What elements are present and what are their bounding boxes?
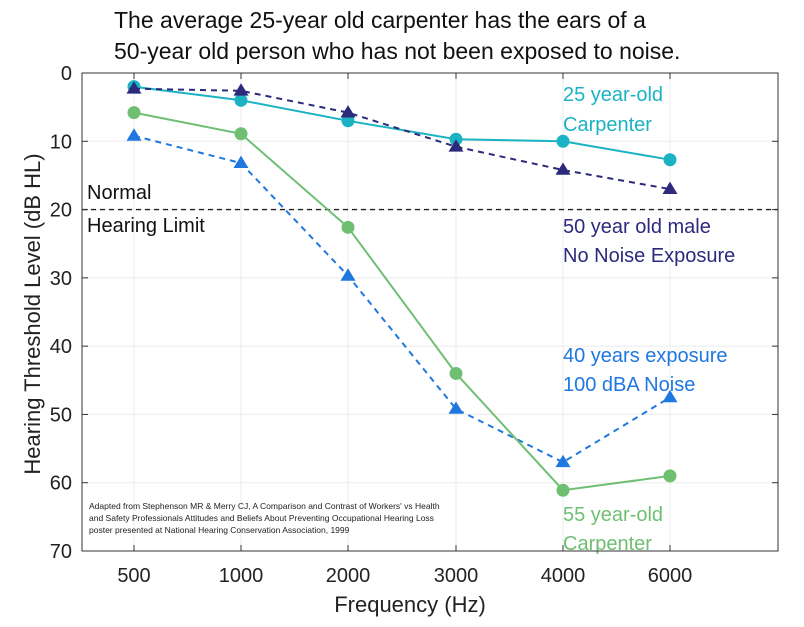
y-tick-label-0: 0 [61,63,72,85]
x-axis-label: Frequency (Hz) [334,592,486,617]
series-label-25yo-line-2: Carpenter [563,114,652,136]
series-label-40yr-line-2: 100 dBA Noise [563,374,695,396]
series-3-point-0 [127,106,141,120]
series-0-point-2 [341,114,355,128]
series-0-point-4 [556,134,570,148]
y-tick-label-4: 40 [50,336,72,358]
series-layer [126,80,678,497]
series-0-point-5 [663,153,677,167]
source-note-line-3: poster presented at National Hearing Con… [89,525,350,535]
y-tick-label-7: 70 [50,541,72,563]
y-tick-label-5: 50 [50,404,72,426]
x-tick-label-5: 6000 [648,565,693,587]
y-tick-label-6: 60 [50,473,72,495]
series-label-50yo-line-2: No Noise Exposure [563,245,735,267]
chart-title-line-1: The average 25-year old carpenter has th… [114,7,646,33]
x-tick-label-1: 1000 [219,565,264,587]
series-2-point-5 [662,389,678,403]
series-3 [127,106,677,497]
y-tick-label-2: 20 [50,200,72,222]
y-axis-label: Hearing Threshold Level (dB HL) [20,153,45,474]
series-labels: 25 year-old Carpenter 50 year old male N… [563,84,735,555]
plot-frame [81,72,779,552]
series-label-40yr-line-1: 40 years exposure [563,345,728,367]
x-tick-label-4: 4000 [541,565,586,587]
series-3-point-2 [341,220,355,234]
chart-title-line-2: 50-year old person who has not been expo… [114,38,680,64]
series-2-point-4 [555,454,571,468]
series-label-55yo-line-2: Carpenter [563,533,652,555]
series-1-point-5 [662,181,678,194]
series-2 [126,128,678,468]
series-3-point-5 [663,469,677,483]
series-2-point-3 [448,401,464,414]
series-1 [126,81,678,194]
series-3-line [133,111,671,492]
axes: 0 10 20 30 40 50 60 70 500 1000 2000 3000 4000 6000 [50,63,779,587]
series-3-point-1 [234,127,248,141]
series-2-point-0 [126,128,142,141]
series-label-25yo-line-1: 25 year-old [563,84,663,106]
y-tick-label-1: 10 [50,131,72,153]
source-note-line-1: Adapted from Stephenson MR & Merry CJ, A… [89,501,440,511]
hearing-limit-label: Hearing Limit [87,215,205,237]
series-1-point-0 [126,81,142,94]
series-2-point-2 [340,268,356,281]
series-2-point-1 [233,155,249,168]
series-1-point-3 [448,139,464,152]
series-3-point-3 [449,366,463,380]
x-tick-label-2: 2000 [326,565,371,587]
source-note-line-2: and Safety Professionals Attitudes and B… [89,513,434,523]
series-3-point-4 [556,483,570,497]
series-label-55yo-line-1: 55 year-old [563,504,663,526]
series-2-line [133,134,671,464]
chart-title: The average 25-year old carpenter has th… [114,7,680,64]
series-0-point-1 [234,93,248,107]
series-0-line [133,85,671,161]
normal-label: Normal [87,182,151,204]
x-tick-label-0: 500 [117,565,150,587]
normal-hearing-limit: Normal Hearing Limit [82,182,778,237]
series-label-50yo-line-1: 50 year old male [563,216,711,238]
source-note: Adapted from Stephenson MR & Merry CJ, A… [89,501,440,535]
series-1-point-4 [555,162,571,175]
x-tick-label-3: 3000 [434,565,479,587]
series-1-point-2 [340,105,356,118]
series-1-line [133,87,671,191]
y-tick-label-3: 30 [50,268,72,290]
series-1-point-1 [233,83,249,96]
